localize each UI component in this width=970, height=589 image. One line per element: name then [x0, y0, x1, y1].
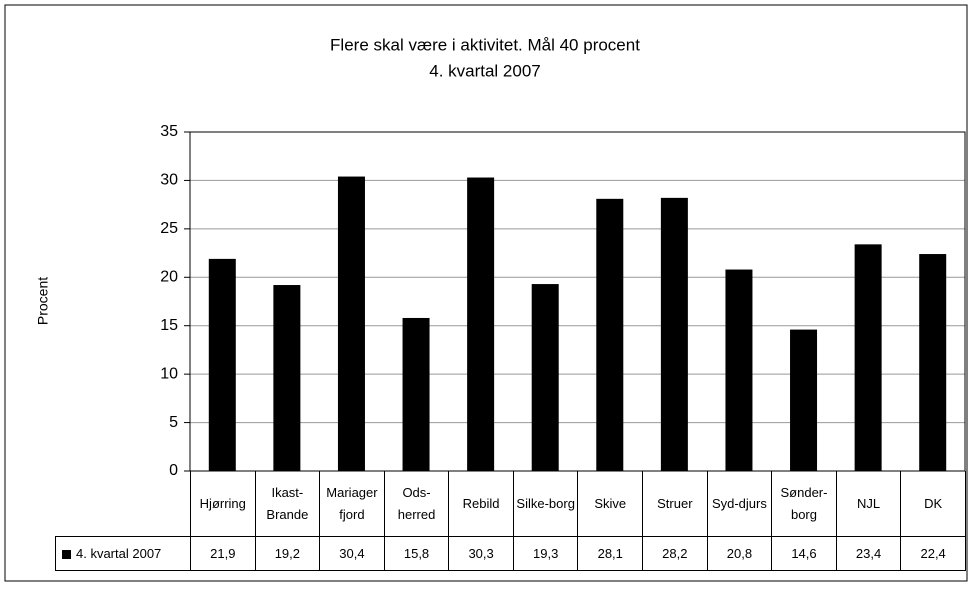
value-label: 19,3	[512, 536, 579, 571]
value-label: 30,3	[448, 536, 514, 571]
y-tick-label: 20	[160, 269, 178, 286]
value-label: 19,2	[254, 536, 321, 571]
x-tick-label: DK	[900, 471, 966, 537]
value-label: 20,8	[706, 536, 773, 571]
legend-swatch	[62, 550, 71, 560]
value-row: 4. kvartal 2007 21,9 19,2 30,4 15,8 30,3 19,3 2…	[55, 536, 966, 571]
value-label: 21,9	[190, 536, 256, 571]
bar	[725, 269, 753, 471]
y-tick-label: 10	[160, 365, 178, 382]
chart-subtitle: 4. kvartal 2007	[429, 61, 541, 80]
y-tick-label: 30	[160, 172, 178, 189]
value-label: 15,8	[383, 536, 450, 571]
bar	[531, 284, 559, 471]
value-label: 14,6	[771, 536, 837, 571]
x-tick-label: Ikast-Brande	[254, 471, 321, 537]
bar	[854, 244, 882, 471]
data-table: Hjørring Ikast-Brande Mariager fjord Ods-he…	[55, 471, 966, 571]
plot-area	[189, 131, 966, 472]
y-tick-label: 0	[169, 462, 178, 479]
y-tick-label: 25	[160, 220, 178, 237]
y-tick-label: 15	[160, 317, 178, 334]
bar	[919, 254, 947, 471]
x-tick-label: Rebild	[448, 471, 514, 537]
chart-title: Flere skal være i aktivitet. Mål 40 proc…	[330, 35, 640, 54]
bar	[660, 197, 688, 471]
x-tick-label: NJL	[835, 471, 902, 537]
value-label: 28,2	[642, 536, 708, 571]
bar	[208, 258, 236, 471]
bar	[337, 176, 365, 471]
x-tick-label: Silke-borg	[512, 471, 579, 537]
x-tick-label: Skive	[577, 471, 644, 537]
category-row: Hjørring Ikast-Brande Mariager fjord Ods-he…	[56, 471, 966, 537]
bar	[467, 177, 495, 471]
bar	[790, 329, 818, 471]
bar	[402, 317, 430, 471]
y-axis-label: Procent	[35, 277, 51, 325]
blank-cell	[56, 471, 191, 537]
value-label: 22,4	[900, 536, 966, 571]
x-tick-label: Syd-djurs	[706, 471, 773, 537]
x-tick-label: Hjørring	[190, 471, 256, 537]
x-tick-label: Mariager fjord	[319, 471, 385, 537]
value-label: 23,4	[835, 536, 902, 571]
y-tick-label: 35	[160, 123, 178, 140]
x-tick-label: Ods-herred	[383, 471, 450, 537]
legend-label: 4. kvartal 2007	[76, 546, 162, 561]
x-tick-label: Struer	[642, 471, 708, 537]
value-label: 30,4	[319, 536, 385, 571]
chart-border	[4, 4, 968, 582]
bar	[273, 285, 301, 471]
legend-cell: 4. kvartal 2007	[55, 536, 191, 571]
y-tick-label: 5	[169, 414, 178, 431]
bar	[596, 198, 624, 471]
x-tick-label: Sønder-borg	[771, 471, 837, 537]
value-label: 28,1	[577, 536, 644, 571]
